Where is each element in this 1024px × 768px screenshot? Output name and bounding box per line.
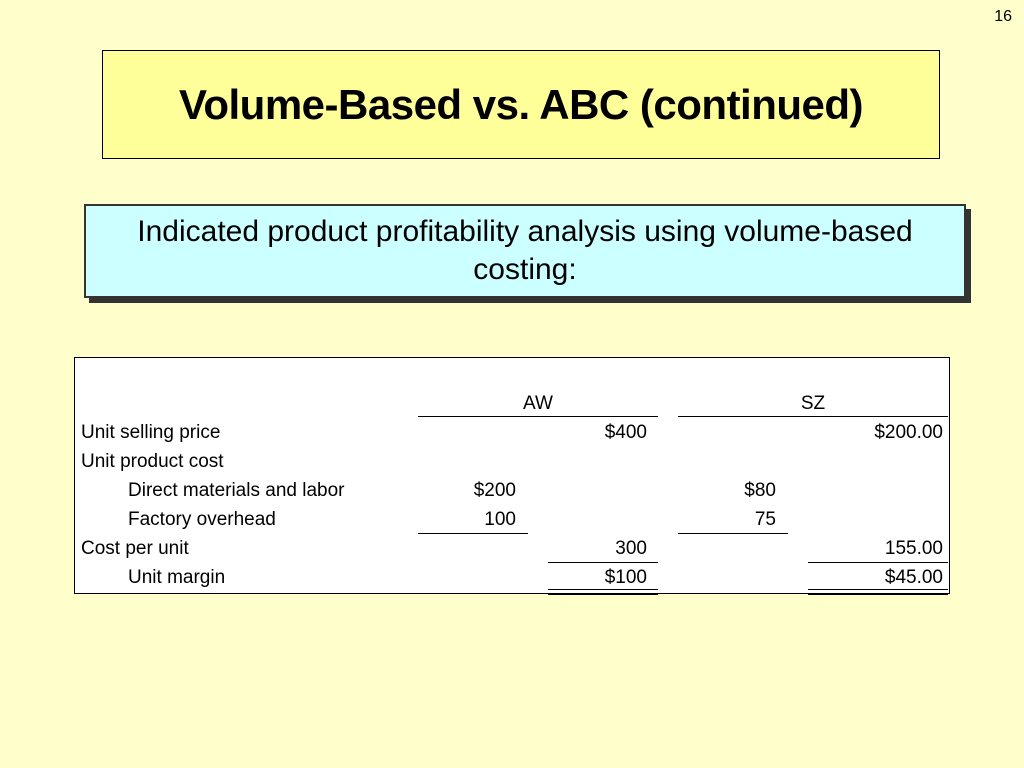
aw-total-cell: $400 (604, 422, 647, 443)
header-underline-aw (418, 416, 658, 417)
column-header-aw: AW (523, 393, 553, 414)
subtotal-underline-aw (418, 533, 528, 534)
aw-total-cell: 300 (615, 538, 647, 559)
subtotal-underline-sz (678, 533, 788, 534)
row-label: Unit product cost (81, 451, 224, 472)
row-label: Direct materials and labor (128, 480, 345, 501)
slide-title: Volume-Based vs. ABC (continued) (178, 80, 864, 128)
row-label: Factory overhead (128, 509, 276, 530)
header-underline-sz (678, 416, 948, 417)
sz-detail-cell: 75 (754, 509, 776, 530)
profitability-table: AW SZ Unit selling price $400 $200.00 Un… (74, 357, 950, 595)
slide-number: 16 (994, 8, 1012, 25)
sz-total-cell: $45.00 (884, 567, 943, 588)
total-underline-aw (548, 562, 658, 563)
sz-total-cell: 155.00 (884, 538, 943, 559)
row-label: Unit selling price (81, 422, 221, 443)
total-underline-sz (808, 562, 948, 563)
double-underline-sz (808, 589, 948, 595)
column-header-sz: SZ (800, 393, 826, 414)
slide-subtitle: Indicated product profitability analysis… (137, 215, 913, 286)
aw-total-cell: $100 (604, 567, 647, 588)
subtitle-box: Indicated product profitability analysis… (84, 204, 966, 298)
aw-detail-cell: 100 (484, 509, 516, 530)
sz-detail-cell: $80 (744, 480, 776, 501)
row-label: Unit margin (128, 567, 226, 588)
title-box: Volume-Based vs. ABC (continued) (102, 50, 940, 159)
row-label: Cost per unit (81, 538, 189, 559)
sz-total-cell: $200.00 (874, 422, 943, 443)
double-underline-aw (548, 589, 658, 595)
aw-detail-cell: $200 (473, 480, 516, 501)
